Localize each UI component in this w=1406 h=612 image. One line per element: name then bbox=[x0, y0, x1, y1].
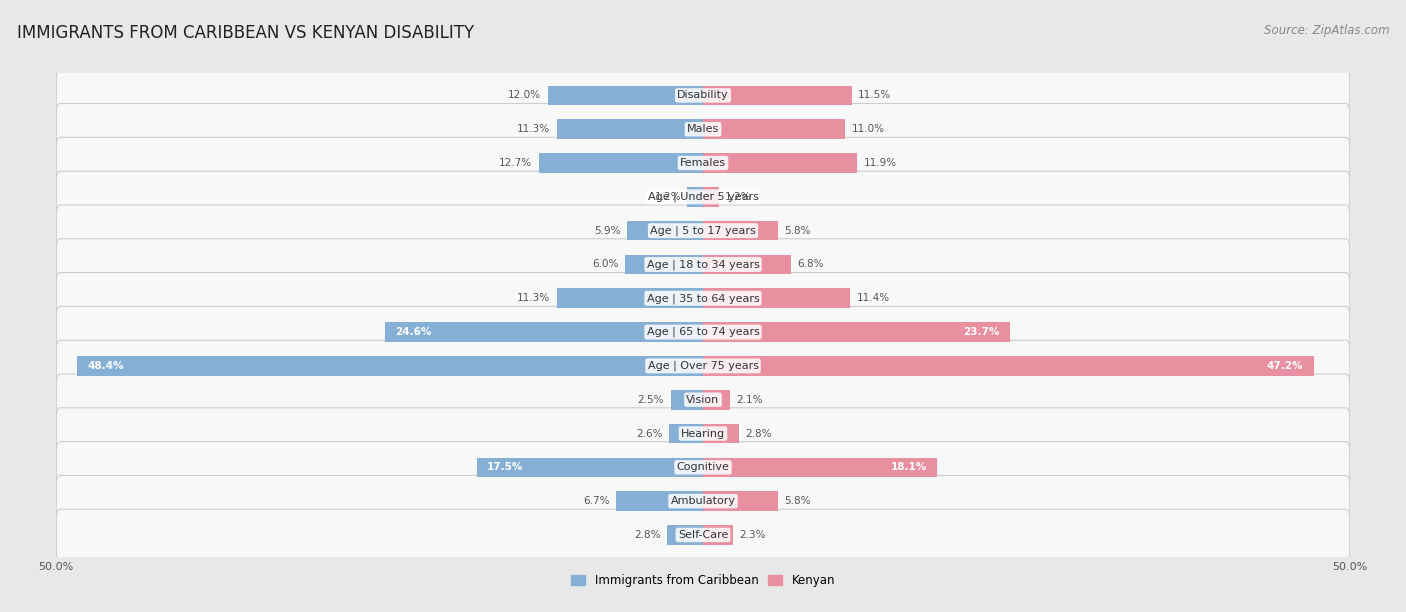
Text: 1.2%: 1.2% bbox=[725, 192, 751, 202]
Bar bbox=[703, 255, 792, 274]
Bar bbox=[627, 221, 703, 241]
Text: 12.7%: 12.7% bbox=[499, 158, 533, 168]
Text: 2.6%: 2.6% bbox=[637, 428, 662, 439]
Bar bbox=[703, 86, 852, 105]
Bar bbox=[666, 525, 703, 545]
Text: IMMIGRANTS FROM CARIBBEAN VS KENYAN DISABILITY: IMMIGRANTS FROM CARIBBEAN VS KENYAN DISA… bbox=[17, 24, 474, 42]
FancyBboxPatch shape bbox=[56, 70, 1350, 121]
Text: 24.6%: 24.6% bbox=[395, 327, 432, 337]
FancyBboxPatch shape bbox=[56, 374, 1350, 425]
Bar bbox=[77, 356, 703, 376]
Text: Age | 18 to 34 years: Age | 18 to 34 years bbox=[647, 259, 759, 270]
Text: 11.0%: 11.0% bbox=[852, 124, 884, 134]
Legend: Immigrants from Caribbean, Kenyan: Immigrants from Caribbean, Kenyan bbox=[567, 570, 839, 592]
Text: 2.8%: 2.8% bbox=[634, 530, 661, 540]
Bar bbox=[703, 119, 845, 139]
Bar bbox=[703, 356, 1313, 376]
Text: 12.0%: 12.0% bbox=[509, 91, 541, 100]
Text: 11.3%: 11.3% bbox=[517, 293, 550, 304]
Bar bbox=[616, 491, 703, 511]
Bar bbox=[385, 323, 703, 342]
Text: Disability: Disability bbox=[678, 91, 728, 100]
Bar bbox=[688, 187, 703, 207]
FancyBboxPatch shape bbox=[56, 307, 1350, 358]
Text: Hearing: Hearing bbox=[681, 428, 725, 439]
Text: Age | 65 to 74 years: Age | 65 to 74 years bbox=[647, 327, 759, 337]
Text: Source: ZipAtlas.com: Source: ZipAtlas.com bbox=[1264, 24, 1389, 37]
Text: 11.4%: 11.4% bbox=[856, 293, 890, 304]
Text: 1.2%: 1.2% bbox=[655, 192, 681, 202]
Bar bbox=[477, 458, 703, 477]
FancyBboxPatch shape bbox=[56, 171, 1350, 223]
Text: 2.1%: 2.1% bbox=[737, 395, 763, 405]
Text: 2.3%: 2.3% bbox=[740, 530, 766, 540]
FancyBboxPatch shape bbox=[56, 509, 1350, 561]
Bar bbox=[703, 153, 856, 173]
Bar bbox=[703, 221, 778, 241]
FancyBboxPatch shape bbox=[56, 103, 1350, 155]
Text: 5.9%: 5.9% bbox=[593, 226, 620, 236]
Text: Age | Under 5 years: Age | Under 5 years bbox=[648, 192, 758, 202]
Text: Cognitive: Cognitive bbox=[676, 462, 730, 472]
Text: Males: Males bbox=[688, 124, 718, 134]
Text: Age | 5 to 17 years: Age | 5 to 17 years bbox=[650, 225, 756, 236]
FancyBboxPatch shape bbox=[56, 476, 1350, 527]
Text: 5.8%: 5.8% bbox=[785, 226, 811, 236]
Text: 18.1%: 18.1% bbox=[890, 462, 927, 472]
Bar bbox=[703, 288, 851, 308]
Text: Age | 35 to 64 years: Age | 35 to 64 years bbox=[647, 293, 759, 304]
Text: 6.8%: 6.8% bbox=[797, 259, 824, 269]
Text: Self-Care: Self-Care bbox=[678, 530, 728, 540]
Text: 11.3%: 11.3% bbox=[517, 124, 550, 134]
Bar bbox=[703, 323, 1010, 342]
Bar bbox=[548, 86, 703, 105]
Bar bbox=[626, 255, 703, 274]
Bar bbox=[703, 424, 740, 443]
Text: 17.5%: 17.5% bbox=[486, 462, 523, 472]
Text: 2.5%: 2.5% bbox=[638, 395, 664, 405]
Text: Ambulatory: Ambulatory bbox=[671, 496, 735, 506]
Bar bbox=[538, 153, 703, 173]
Text: 2.8%: 2.8% bbox=[745, 428, 772, 439]
Bar bbox=[703, 187, 718, 207]
Text: 6.0%: 6.0% bbox=[592, 259, 619, 269]
Bar bbox=[703, 491, 778, 511]
FancyBboxPatch shape bbox=[56, 340, 1350, 392]
Bar bbox=[703, 390, 730, 409]
FancyBboxPatch shape bbox=[56, 442, 1350, 493]
Text: Age | Over 75 years: Age | Over 75 years bbox=[648, 360, 758, 371]
Bar bbox=[703, 458, 938, 477]
Text: Females: Females bbox=[681, 158, 725, 168]
Text: Vision: Vision bbox=[686, 395, 720, 405]
Text: 11.9%: 11.9% bbox=[863, 158, 897, 168]
FancyBboxPatch shape bbox=[56, 408, 1350, 459]
Text: 5.8%: 5.8% bbox=[785, 496, 811, 506]
Text: 11.5%: 11.5% bbox=[858, 91, 891, 100]
Bar bbox=[671, 390, 703, 409]
Text: 47.2%: 47.2% bbox=[1267, 361, 1303, 371]
Text: 48.4%: 48.4% bbox=[87, 361, 124, 371]
Text: 23.7%: 23.7% bbox=[963, 327, 1000, 337]
Text: 6.7%: 6.7% bbox=[583, 496, 610, 506]
FancyBboxPatch shape bbox=[56, 272, 1350, 324]
FancyBboxPatch shape bbox=[56, 239, 1350, 290]
FancyBboxPatch shape bbox=[56, 137, 1350, 188]
Bar bbox=[703, 525, 733, 545]
Bar bbox=[669, 424, 703, 443]
Bar bbox=[557, 288, 703, 308]
Bar bbox=[557, 119, 703, 139]
FancyBboxPatch shape bbox=[56, 205, 1350, 256]
